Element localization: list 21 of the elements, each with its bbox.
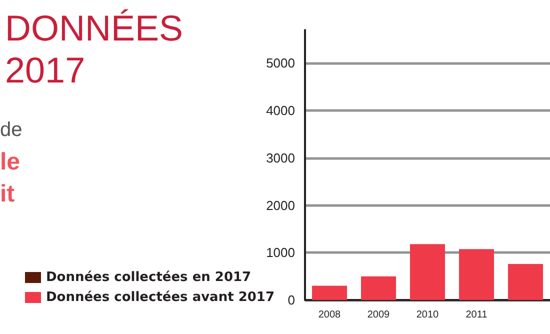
bar (312, 286, 347, 300)
text: de (0, 119, 22, 141)
legend-label: Données collectées avant 2017 (46, 290, 275, 305)
bar (361, 276, 396, 300)
x-tick-label: 2008 (318, 310, 342, 320)
x-tick-label: 2009 (367, 310, 390, 320)
bar (459, 249, 494, 300)
bar (508, 264, 543, 300)
y-tick-label: 1000 (266, 245, 295, 260)
y-tick-label: 0 (288, 292, 295, 308)
legend-label: Données collectées en 2017 (46, 270, 252, 285)
y-tick-label: 5000 (266, 56, 295, 71)
x-tick-label: 2010 (416, 310, 440, 320)
text: le (0, 148, 20, 176)
y-tick-label: 2000 (266, 198, 295, 213)
bar (410, 244, 445, 300)
x-tick-label: 2011 (466, 310, 488, 320)
text: it (0, 180, 15, 208)
chart-title: DONNÉES 2017 (5, 8, 184, 90)
y-tick-label: 4000 (266, 103, 295, 118)
y-tick-label: 3000 (266, 150, 295, 166)
